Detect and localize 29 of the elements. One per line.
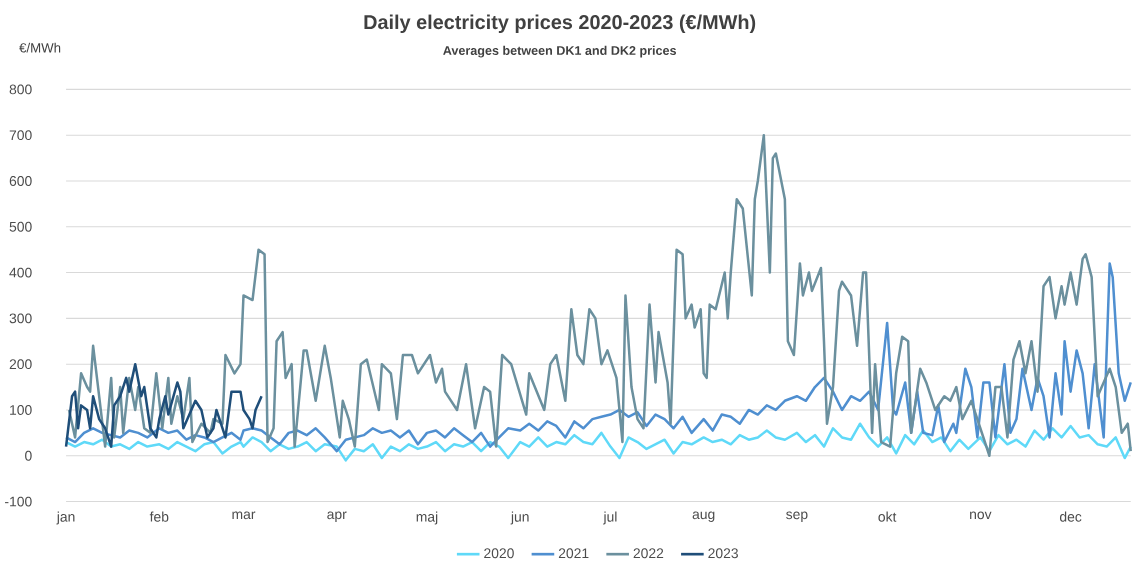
chart-title: Daily electricity prices 2020-2023 (€/MWh)	[364, 14, 756, 34]
x-tick-label: dec	[1059, 511, 1082, 522]
x-tick-label: nov	[970, 511, 992, 520]
legend-label: 2023	[708, 548, 738, 559]
x-tick-label: aug	[692, 511, 715, 522]
y-tick-label: 300	[9, 313, 32, 324]
x-tick-label: apr	[327, 511, 347, 522]
y-tick-label: 200	[9, 359, 32, 370]
y-tick-label: 800	[9, 84, 32, 95]
x-tick-label: maj	[416, 511, 438, 525]
y-tick-label: 700	[9, 130, 32, 141]
x-tick-label: jun	[510, 511, 529, 525]
y-tick-label: 600	[9, 176, 32, 186]
legend-label: 2021	[558, 548, 589, 559]
x-tick-label: sep	[786, 511, 808, 522]
x-tick-label: jan	[56, 511, 75, 525]
y-tick-label: 100	[10, 405, 32, 415]
chart-subtitle: Averages between DK1 and DK2 prices	[443, 45, 676, 58]
y-tick-label: 400	[9, 267, 32, 278]
y-axis-title: €/MWh	[19, 42, 61, 53]
x-tick-label: jul	[603, 511, 617, 525]
y-tick-label: 500	[9, 221, 32, 232]
x-tick-label: mar	[232, 511, 256, 520]
x-tick-label: feb	[149, 511, 169, 522]
y-tick-label: -100	[5, 496, 32, 507]
legend-label: 2022	[633, 548, 664, 559]
legend-label: 2020	[484, 548, 514, 559]
y-tick-label: 0	[25, 450, 32, 461]
x-tick-label: okt	[878, 511, 897, 522]
